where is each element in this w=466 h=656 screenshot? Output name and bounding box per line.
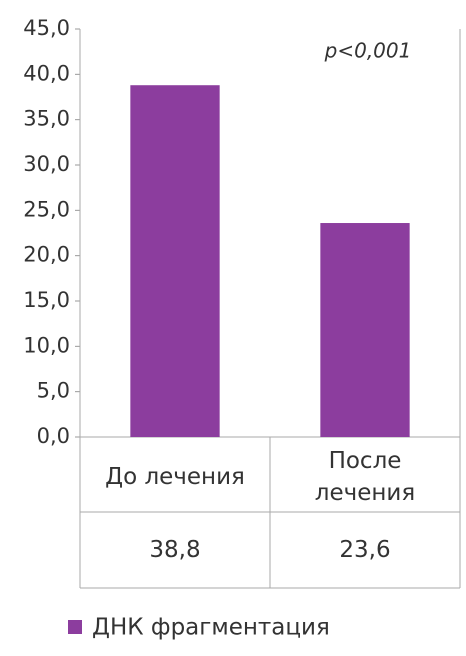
legend-swatch <box>68 620 82 634</box>
category-label: До лечения <box>105 464 245 490</box>
category-label: После лечения <box>314 448 416 506</box>
y-tick-label: 10,0 <box>23 333 70 357</box>
legend-label: ДНК фрагментация <box>92 615 330 641</box>
y-tick-label: 30,0 <box>23 152 70 176</box>
bar <box>130 85 220 438</box>
value-label: 38,8 <box>149 537 201 563</box>
value-label: 23,6 <box>339 537 391 563</box>
y-tick-label: 25,0 <box>23 197 70 221</box>
y-tick-label: 5,0 <box>37 379 70 403</box>
y-tick-label: 35,0 <box>23 107 70 131</box>
y-tick-label: 20,0 <box>23 243 70 267</box>
y-tick-label: 40,0 <box>23 61 70 85</box>
bar <box>320 223 410 437</box>
y-tick-label: 45,0 <box>23 16 70 40</box>
y-tick-label: 0,0 <box>37 424 70 448</box>
annotation: p<0,001 <box>324 39 412 63</box>
y-tick-label: 15,0 <box>23 288 70 312</box>
